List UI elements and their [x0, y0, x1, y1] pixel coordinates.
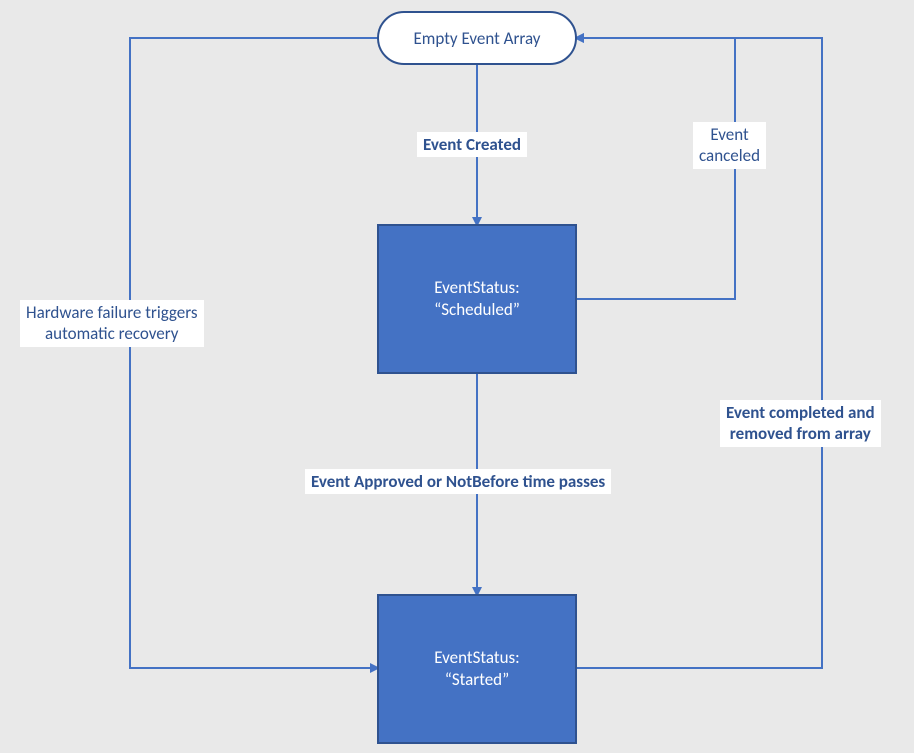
edge-label-created: Event Created	[417, 132, 527, 157]
edge-label-approved: Event Approved or NotBefore time passes	[305, 469, 611, 494]
edge-hardware	[130, 38, 378, 668]
flowchart-svg	[0, 0, 914, 753]
edge-label-hardware: Hardware failure triggers automatic reco…	[20, 300, 204, 347]
edge-label-completed: Event completed and removed from array	[720, 400, 881, 447]
edge-label-canceled: Event canceled	[693, 122, 766, 169]
edge-canceled	[576, 38, 735, 299]
node-scheduled	[378, 225, 576, 373]
node-empty	[378, 12, 576, 64]
node-started	[378, 595, 576, 743]
